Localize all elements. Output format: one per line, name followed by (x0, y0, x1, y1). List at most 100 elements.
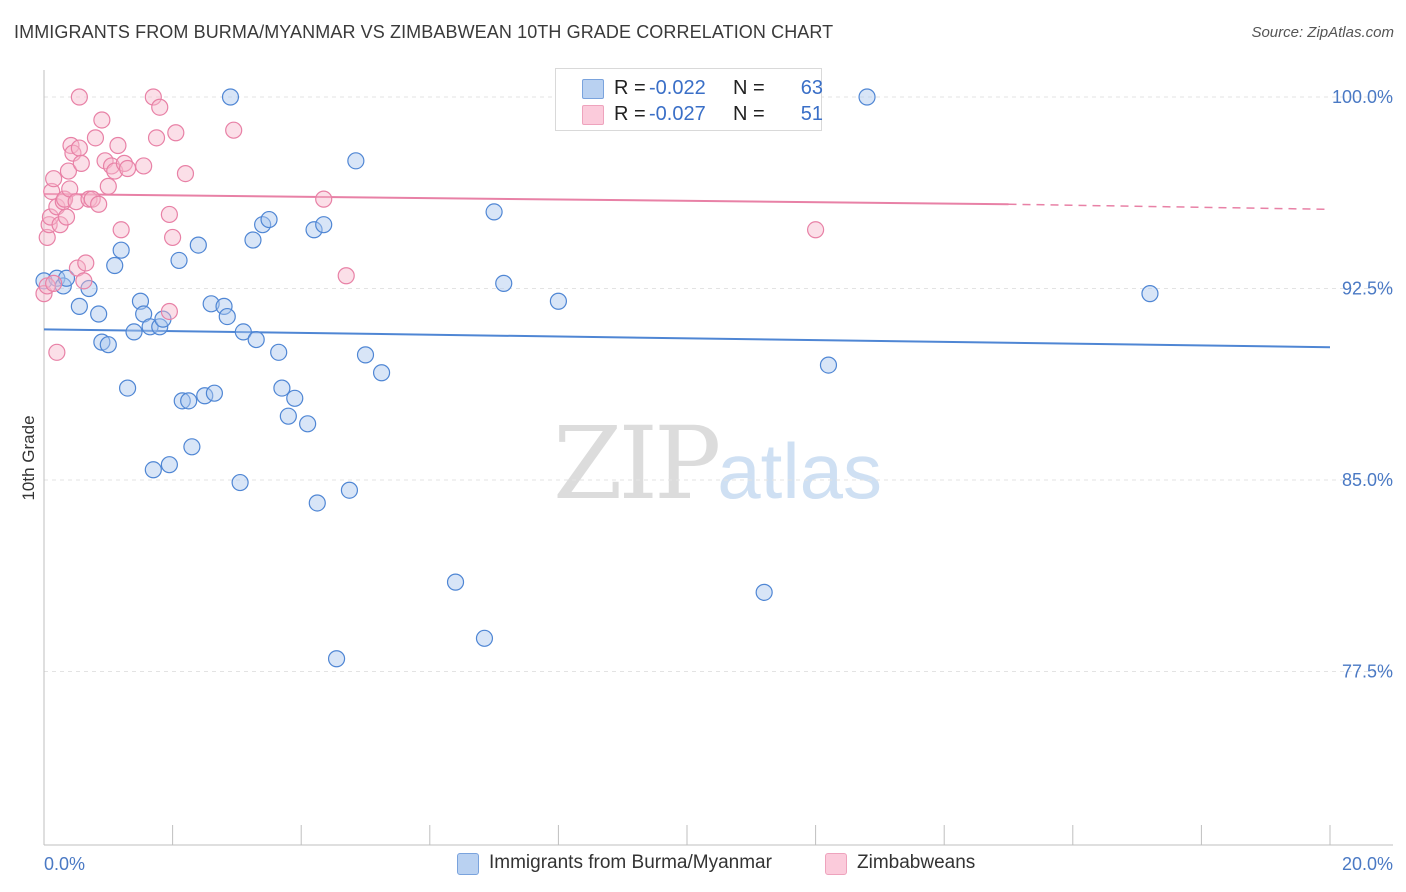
data-point-blue (215, 297, 233, 315)
watermark: ZIPatlas (553, 405, 882, 522)
data-point-pink (38, 228, 56, 247)
data-point-pink (160, 302, 178, 321)
data-point-blue (189, 236, 207, 254)
data-point-blue (180, 392, 198, 410)
data-point-pink (57, 208, 76, 226)
data-point-blue (308, 494, 326, 512)
data-point-blue (495, 274, 513, 292)
data-point-pink (167, 124, 185, 142)
legend-n-label: N = (733, 77, 765, 99)
watermark-atlas: atlas (717, 427, 883, 515)
data-point-blue (221, 88, 240, 106)
data-point-blue (90, 305, 108, 323)
data-point-blue (234, 323, 252, 341)
trend-layer (43, 193, 1331, 349)
data-point-blue (340, 481, 359, 499)
data-point-blue (57, 269, 76, 287)
axis-layer (43, 70, 1393, 846)
data-point-blue (70, 297, 88, 315)
data-point-blue (244, 231, 262, 249)
data-point-pink (93, 111, 111, 129)
legend-n-label: N = (733, 103, 765, 125)
stats-legend: R = -0.022 N = 63 R = -0.027 N = 51 (555, 68, 823, 131)
legend-r-value: -0.027 (649, 103, 706, 125)
points-layer (35, 88, 1159, 668)
data-point-pink (70, 139, 88, 157)
data-point-blue (202, 295, 220, 313)
legend-r-value: -0.022 (649, 77, 706, 99)
data-point-blue (131, 292, 150, 310)
data-point-blue (196, 387, 214, 405)
data-point-pink (75, 272, 93, 290)
data-point-pink (176, 165, 195, 183)
data-point-blue (112, 241, 130, 259)
series-label-pink: Zimbabweans (857, 852, 976, 873)
data-point-pink (315, 190, 333, 208)
data-point-pink (151, 98, 169, 116)
data-point-blue (118, 379, 137, 397)
data-point-blue (144, 461, 162, 479)
data-point-pink (43, 182, 61, 201)
grid-layer: 77.5% 85.0% 92.5% 100.0% (44, 87, 1393, 682)
data-point-blue (446, 573, 465, 591)
data-point-blue (106, 256, 124, 275)
data-point-blue (160, 456, 178, 474)
series-swatch-pink (825, 853, 847, 875)
data-point-blue (260, 210, 278, 229)
data-point-blue (273, 379, 291, 397)
data-point-pink (225, 121, 243, 139)
data-point-blue (205, 384, 223, 402)
source-credit: Source: ZipAtlas.com (1251, 24, 1394, 41)
x-tick-label-max: 20.0% (1342, 854, 1393, 874)
data-point-pink (118, 159, 137, 178)
trend-line-extension (1008, 203, 1331, 211)
data-point-blue (755, 583, 773, 601)
data-point-blue (141, 318, 159, 336)
data-point-pink (147, 129, 166, 147)
data-point-pink (337, 267, 355, 285)
data-point-pink (115, 154, 133, 172)
data-point-blue (858, 88, 876, 106)
trend-line-pink (43, 193, 1009, 206)
data-point-pink (164, 228, 182, 247)
data-point-pink (112, 221, 130, 239)
data-point-pink (109, 136, 127, 155)
data-point-blue (475, 629, 494, 647)
data-point-pink (48, 343, 66, 361)
chart-title: IMMIGRANTS FROM BURMA/MYANMAR VS ZIMBABW… (14, 22, 834, 42)
data-point-blue (125, 323, 143, 341)
x-tick-label-min: 0.0% (44, 854, 85, 874)
data-point-blue (372, 364, 391, 382)
data-point-pink (99, 177, 117, 195)
data-point-blue (356, 346, 375, 364)
data-point-pink (70, 88, 88, 106)
data-point-blue (173, 392, 191, 410)
data-point-blue (327, 650, 346, 668)
data-point-pink (90, 195, 108, 213)
data-point-blue (1141, 285, 1159, 303)
data-point-blue (485, 203, 503, 221)
data-point-blue (170, 251, 188, 270)
data-point-blue (347, 152, 365, 170)
data-point-blue (286, 389, 304, 407)
data-point-blue (183, 438, 201, 456)
data-point-blue (819, 356, 838, 374)
data-point-blue (218, 307, 236, 326)
y-tick-label: 85.0% (1342, 470, 1393, 490)
legend-n-value: 63 (800, 77, 823, 99)
data-point-pink (86, 129, 105, 147)
data-point-blue (315, 216, 333, 234)
data-point-pink (45, 274, 63, 292)
data-point-blue (231, 473, 249, 492)
legend-n-value: 51 (800, 103, 823, 125)
y-tick-label: 100.0% (1332, 87, 1393, 107)
data-point-blue (279, 407, 297, 425)
data-point-pink (806, 221, 825, 239)
legend-r-label: R = (614, 77, 646, 99)
watermark-zip: ZIP (553, 405, 721, 522)
data-point-pink (135, 157, 153, 175)
y-tick-label: 77.5% (1342, 662, 1393, 682)
data-point-blue (299, 415, 317, 433)
series-label-blue: Immigrants from Burma/Myanmar (489, 852, 772, 873)
